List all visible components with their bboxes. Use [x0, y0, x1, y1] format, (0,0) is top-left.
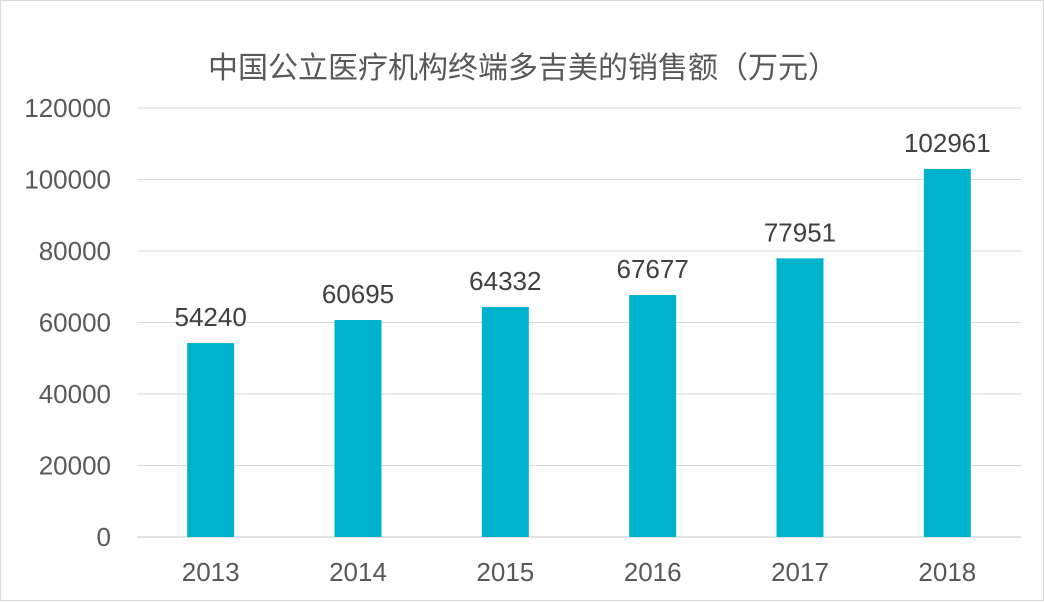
data-label-2013: 54240: [175, 302, 247, 332]
bars: [187, 168, 971, 537]
bar-2018: [923, 168, 971, 537]
bar-2013: [187, 343, 235, 537]
bar-2017: [776, 258, 824, 537]
data-label-2017: 77951: [764, 217, 836, 247]
y-tick-label: 20000: [39, 451, 111, 481]
data-labels: 54240 60695 64332 67677 77951 102961: [175, 128, 991, 332]
x-tick-label-2014: 2014: [329, 557, 387, 587]
y-tick-label: 40000: [39, 379, 111, 409]
y-tick-label: 60000: [39, 308, 111, 338]
data-label-2016: 67677: [617, 254, 689, 284]
x-tick-label-2017: 2017: [771, 557, 829, 587]
bar-2015: [481, 307, 529, 537]
bar-2016: [629, 295, 677, 537]
x-tick-label-2015: 2015: [476, 557, 534, 587]
y-tick-label: 100000: [24, 165, 111, 195]
x-tick-label-2013: 2013: [182, 557, 240, 587]
x-tick-label-2018: 2018: [918, 557, 976, 587]
y-tick-label: 0: [97, 522, 111, 552]
data-label-2018: 102961: [904, 128, 991, 158]
data-label-2015: 64332: [469, 266, 541, 296]
x-axis-tick-labels: 2013 2014 2015 2016 2017 2018: [182, 557, 977, 587]
chart-title: 中国公立医疗机构终端多吉美的销售额（万元）: [208, 51, 838, 86]
y-tick-label: 80000: [39, 236, 111, 266]
y-axis-tick-labels: 0 20000 40000 60000 80000 100000 120000: [24, 93, 111, 552]
x-tick-label-2016: 2016: [624, 557, 682, 587]
y-tick-label: 120000: [24, 93, 111, 123]
bar-2014: [334, 320, 382, 537]
gridlines: [137, 107, 1021, 538]
data-label-2014: 60695: [322, 279, 394, 309]
